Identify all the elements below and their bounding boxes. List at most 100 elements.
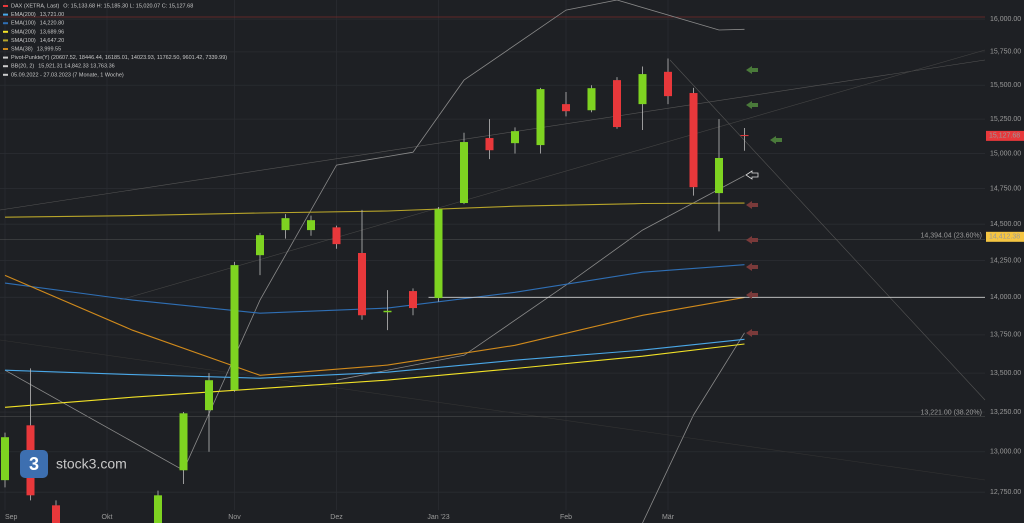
y-tick-label: 12,750.00 [990,489,1021,496]
watermark: 3 stock3.com [20,450,127,478]
candle-body [740,135,749,137]
candle-body [383,310,392,313]
x-tick-label: Sep [5,514,18,521]
legend-text: DAX (XETRA, Last) [11,3,59,9]
arrow [746,201,758,209]
legend-text: 13,999.55 [37,46,61,52]
candle-body [511,131,519,144]
price-tag [986,231,1024,242]
y-tick-label: 16,000.00 [990,16,1021,23]
bollinger-middle [336,175,745,381]
arrow [745,170,759,180]
price-tag-label: 15,127.68 [989,133,1020,140]
candle-body [281,218,290,231]
trend-line [669,59,986,401]
candle-body [332,227,341,245]
indicator-line [4,343,745,408]
indicator-line [4,338,745,379]
arrow [746,66,758,74]
candle-body [689,93,698,188]
legend-text: 14,647.20 [40,38,64,44]
arrow [746,101,758,109]
legend-text: SMA(38) [11,46,33,52]
y-tick-label: 13,000.00 [990,449,1021,456]
trend-line [0,59,986,211]
y-tick-label: 14,250.00 [990,257,1021,264]
arrow [770,136,782,144]
y-tick-label: 14,500.00 [990,221,1021,228]
legend-swatch [3,65,8,68]
x-tick-label: Feb [560,514,572,521]
candle-body [715,157,723,194]
legend-swatch [3,22,8,25]
candle-body [536,89,545,146]
legend-text: O: 15,133.68 H: 15,185.30 L: 15,020.07 C… [63,3,193,9]
y-tick-label: 15,750.00 [990,49,1021,56]
legend-swatch [3,56,8,59]
y-tick-label: 13,750.00 [990,332,1021,339]
y-tick-label: 13,500.00 [990,370,1021,377]
legend-text: BB(20, 2) [11,64,34,70]
candle-body [307,220,315,231]
arrow [746,236,758,244]
candle-body [664,71,672,97]
x-tick-label: Jan '23 [427,514,449,521]
candle-body [460,142,468,204]
legend: DAX (XETRA, Last) O: 15,133.68 H: 15,185.… [3,3,227,78]
y-tick-label: 15,500.00 [990,82,1021,89]
legend-text: SMA(100) [11,38,36,44]
legend-swatch [3,48,8,50]
price-tag [986,130,1024,141]
legend-swatch [3,5,8,7]
legend-text: EMA(200) [11,12,36,18]
candle-body [358,252,366,316]
candle-body [256,235,264,256]
trend-line [0,339,986,481]
candle-body [562,104,570,112]
candle-body [230,265,239,391]
y-tick-label: 14,000.00 [990,294,1021,301]
y-tick-label: 13,250.00 [990,409,1021,416]
arrow [746,291,758,299]
legend-text: 14,220.80 [40,21,64,27]
legend-text: 13,721.00 [40,12,64,18]
x-tick-label: Dez [330,514,343,521]
candle-body [434,209,443,299]
indicator-line [4,274,745,376]
legend-text: 13,689.96 [40,29,64,35]
y-tick-label: 14,750.00 [990,185,1021,192]
arrow [746,329,758,337]
logo [20,450,48,478]
logo-glyph: 3 [29,454,39,474]
candle-body [52,505,60,523]
x-tick-label: Mär [662,514,675,521]
legend-text: SMA(200) [11,29,36,35]
watermark-text: stock3.com [56,456,127,472]
indicator-line [4,202,745,218]
candle-body [485,138,494,151]
legend-text: 15,921.31 14,842.33 13,763.36 [38,64,114,70]
candle-body [409,291,417,309]
price-tag-label: 14,412.38 [989,234,1020,241]
y-tick-label: 15,000.00 [990,150,1021,157]
fib-label: 13,221.00 (38.20%) [921,409,983,416]
legend-swatch [3,13,8,16]
arrow [746,263,758,271]
legend-text: Pivot-Punkte(Y) (20607.52, 18446.44, 161… [11,55,227,61]
x-tick-label: Nov [228,514,241,521]
candle-body [154,495,162,523]
candle-body [205,380,213,411]
candle-body [638,74,647,105]
legend-swatch [3,39,8,42]
legend-swatch [3,73,8,76]
candle-body [587,88,596,111]
fib-label: 14,394.04 (23.60%) [921,232,983,239]
legend-text: 05.09.2022 - 27.03.2023 (7 Monate, 1 Woc… [11,72,124,78]
candle-body [179,413,188,471]
bollinger-lower [642,332,745,523]
bollinger-upper [4,0,745,471]
legend-swatch [3,30,8,33]
